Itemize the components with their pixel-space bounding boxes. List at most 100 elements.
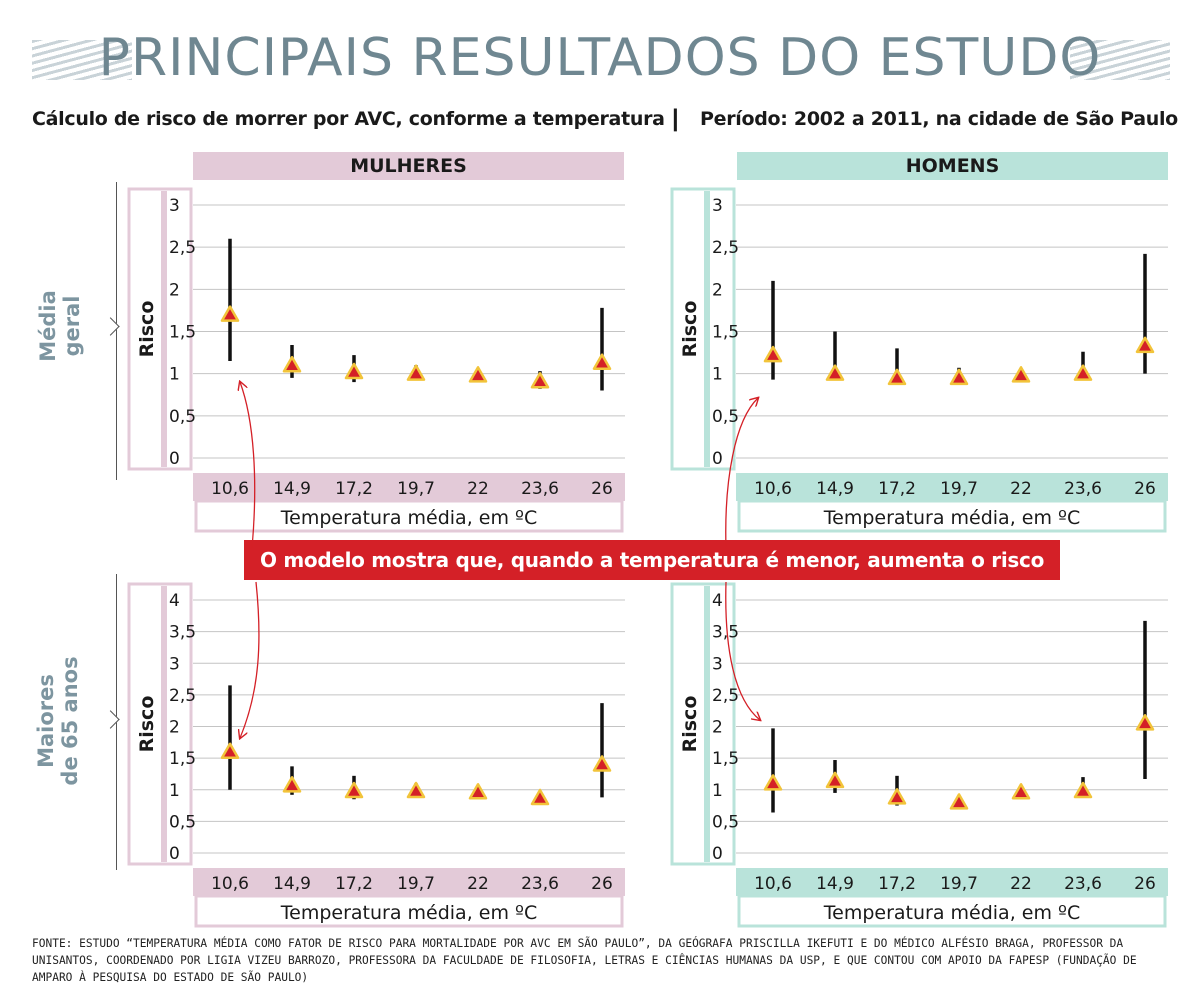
data-point — [406, 781, 426, 799]
y-tick-bar — [161, 586, 167, 862]
x-tick-band — [193, 868, 625, 896]
y-tick-label: 2,5 — [169, 686, 196, 706]
y-tick-label: 3 — [712, 654, 723, 674]
callout-banner: O modelo mostra que, quando a temperatur… — [244, 540, 1060, 580]
y-tick-label: 1 — [169, 365, 180, 385]
data-point — [530, 788, 550, 806]
x-tick-label: 26 — [1134, 479, 1156, 499]
x-tick-label: 22 — [1010, 479, 1032, 499]
y-tick-label: 3 — [169, 196, 180, 216]
data-point — [763, 774, 783, 791]
data-point — [468, 366, 488, 383]
x-axis-label: Temperatura média, em ºC — [823, 507, 1080, 529]
y-axis-frame — [670, 582, 736, 866]
y-axis-frame — [670, 187, 736, 471]
row-label-65-line2: de 65 anos — [58, 656, 82, 786]
chart-women-65: Risco 0 0,5 1 1,5 2 2,5 3 3,5 4 10,6 14,9 17,2 19,7 22… — [127, 582, 625, 928]
y-tick-label: 2 — [169, 718, 180, 738]
row-label-general-line1: Média — [36, 290, 60, 362]
x-tick-label: 14,9 — [273, 479, 311, 499]
data-point — [220, 305, 240, 322]
y-tick-label: 1,5 — [712, 749, 739, 769]
x-tick-label: 23,6 — [521, 479, 559, 499]
x-tick-label: 26 — [591, 874, 613, 894]
x-tick-label: 19,7 — [940, 874, 978, 894]
chart-women-general: Risco 0 0,5 1 1,5 2 2,5 3 10,6 14,9 17,2 19,7 22 23,6… — [127, 187, 625, 533]
row-label-65-line1: Maiores — [34, 674, 58, 768]
data-point — [763, 345, 783, 363]
x-tick-label: 17,2 — [335, 479, 373, 499]
data-point — [1135, 714, 1155, 731]
y-tick-label: 0 — [712, 844, 723, 864]
x-axis-label: Temperatura média, em ºC — [280, 902, 537, 924]
x-tick-label: 14,9 — [273, 874, 311, 894]
y-tick-label: 1 — [169, 781, 180, 801]
x-tick-label: 10,6 — [211, 874, 249, 894]
y-axis-label: Risco — [136, 696, 158, 753]
x-tick-label: 26 — [1134, 874, 1156, 894]
y-axis-label: Risco — [679, 696, 701, 753]
x-tick-label: 10,6 — [754, 479, 792, 499]
data-point — [220, 742, 240, 760]
x-tick-label: 17,2 — [878, 874, 916, 894]
y-tick-label: 0 — [169, 449, 180, 469]
data-point — [1011, 366, 1031, 383]
y-tick-label: 2,5 — [712, 686, 739, 706]
y-tick-label: 1,5 — [169, 323, 196, 343]
y-tick-label: 3 — [169, 654, 180, 674]
y-tick-bar — [161, 191, 167, 467]
y-tick-label: 0,5 — [712, 812, 739, 832]
y-tick-label: 4 — [712, 591, 723, 611]
row-bracket-general — [100, 182, 117, 480]
data-point — [592, 353, 612, 370]
x-tick-label: 23,6 — [521, 874, 559, 894]
y-tick-label: 3 — [712, 196, 723, 216]
data-point — [1011, 783, 1031, 800]
x-tick-label: 19,7 — [940, 479, 978, 499]
page-title: PRINCIPAIS RESULTADOS DO ESTUDO — [98, 28, 1102, 88]
y-tick-label: 1 — [712, 781, 723, 801]
y-axis-label: Risco — [679, 301, 701, 358]
row-label-general-line2: geral — [60, 295, 84, 357]
y-tick-label: 4 — [169, 591, 180, 611]
data-point — [887, 368, 907, 386]
data-point — [949, 793, 969, 810]
y-tick-label: 2,5 — [169, 238, 196, 258]
x-tick-band — [193, 473, 625, 501]
y-tick-label: 2,5 — [712, 238, 739, 258]
title-decoration-left — [32, 40, 132, 80]
row-label-general: Média geral — [36, 264, 84, 388]
chart-men-general: Risco 0 0,5 1 1,5 2 2,5 3 10,6 14,9 17,2 19,7 22 23,6… — [670, 187, 1168, 533]
data-point — [406, 364, 426, 381]
x-tick-label: 17,2 — [878, 479, 916, 499]
y-axis-frame — [127, 187, 193, 471]
y-tick-label: 1,5 — [712, 323, 739, 343]
data-point — [282, 355, 302, 373]
data-point — [825, 364, 845, 381]
x-tick-label: 22 — [1010, 874, 1032, 894]
data-point — [1135, 336, 1155, 354]
x-tick-label: 23,6 — [1064, 874, 1102, 894]
y-tick-label: 3,5 — [712, 623, 739, 643]
row-label-65: Maiores de 65 anos — [34, 641, 82, 801]
x-axis-label-box — [737, 894, 1167, 928]
subtitle-left: Cálculo de risco de morrer por AVC, conf… — [32, 108, 665, 130]
y-tick-label: 0 — [712, 449, 723, 469]
header-women: MULHERES — [193, 152, 624, 180]
data-point — [887, 788, 907, 805]
x-tick-band — [736, 868, 1168, 896]
x-axis-label-box — [194, 894, 624, 928]
x-tick-label: 22 — [467, 874, 489, 894]
x-tick-label: 26 — [591, 479, 613, 499]
y-tick-label: 0,5 — [169, 407, 196, 427]
subtitle-separator: | — [672, 105, 679, 132]
data-point — [1073, 364, 1093, 381]
data-point — [344, 781, 364, 799]
x-axis-label-box — [194, 499, 624, 533]
y-axis-frame — [127, 582, 193, 866]
title-decoration-right — [1070, 40, 1170, 80]
data-point — [282, 776, 302, 793]
y-tick-label: 2 — [712, 280, 723, 300]
x-tick-label: 23,6 — [1064, 479, 1102, 499]
chart-men-65: Risco 0 0,5 1 1,5 2 2,5 3 3,5 4 10,6 14,9 17,2 19,7 22… — [670, 582, 1168, 928]
